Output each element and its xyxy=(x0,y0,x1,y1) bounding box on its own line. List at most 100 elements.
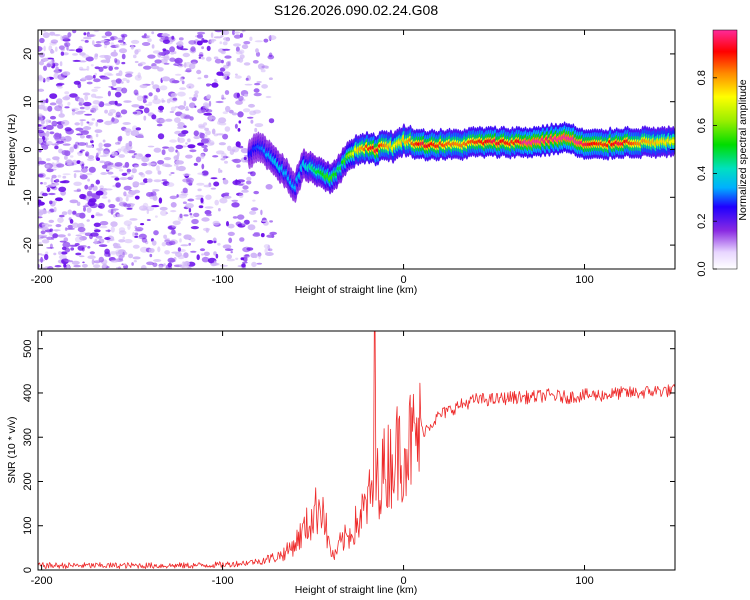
spectrogram-noise-blob xyxy=(88,186,92,191)
spectrogram-noise-blob xyxy=(169,259,176,263)
spectrogram-noise-blob xyxy=(95,179,101,185)
spectrogram-noise-blob xyxy=(246,247,254,251)
colorbar-frame xyxy=(712,29,738,270)
spectrogram-noise-blob xyxy=(80,120,84,127)
spectrogram-noise-blob xyxy=(236,164,241,168)
spectrogram-noise-blob xyxy=(196,33,204,39)
spectrogram-noise-blob xyxy=(244,93,248,97)
spectrogram-noise-blob xyxy=(38,157,42,162)
spectrogram-noise-blob xyxy=(242,261,248,264)
spectrogram-noise-blob xyxy=(73,264,81,268)
spectrogram-noise-blob xyxy=(103,40,110,46)
spectrogram-noise-blob xyxy=(200,197,204,204)
spectrogram-noise-blob xyxy=(108,204,116,209)
spectrogram-noise-blob xyxy=(39,209,46,215)
spectrogram-noise-blob xyxy=(253,88,260,93)
spectrogram-noise-blob xyxy=(201,46,205,50)
spectrogram-noise-blob xyxy=(119,48,127,54)
spectrogram-xtick-label: 100 xyxy=(575,274,593,286)
spectrogram-noise-blob xyxy=(197,31,206,35)
spectrogram-noise-blob xyxy=(180,244,189,247)
spectrogram-noise-blob xyxy=(69,146,74,153)
spectrogram-noise-blob xyxy=(49,31,56,36)
spectrogram-noise-blob xyxy=(81,163,85,166)
spectrogram-noise-blob xyxy=(224,90,230,95)
spectrogram-noise-blob xyxy=(214,199,219,206)
spectrogram-noise-blob xyxy=(168,173,172,176)
spectrogram-noise-blob xyxy=(189,49,197,53)
spectrogram-noise-blob xyxy=(234,75,242,79)
spectrogram-noise-blob xyxy=(45,164,50,168)
spectrogram-noise-blob xyxy=(252,60,259,64)
spectrogram-noise-blob xyxy=(109,35,118,40)
spectrogram-noise-blob xyxy=(220,158,226,161)
spectrogram-noise-blob xyxy=(268,248,273,252)
spectrogram-noise-blob xyxy=(91,88,98,92)
spectrogram-noise-blob xyxy=(134,225,137,229)
spectrogram-noise-blob xyxy=(102,188,108,191)
spectrogram-noise-blob xyxy=(199,132,203,135)
spectrogram-noise-blob xyxy=(91,258,95,265)
spectrogram-noise-blob xyxy=(169,240,176,245)
spectrogram-noise-blob xyxy=(86,65,90,71)
spectrogram-noise-blob xyxy=(40,119,45,125)
spectrogram-noise-blob xyxy=(209,142,215,146)
spectrogram-noise-blob xyxy=(87,158,95,162)
spectrogram-noise-blob xyxy=(60,136,68,139)
spectrogram-noise-blob xyxy=(38,216,43,219)
spectrogram-noise-blob xyxy=(128,253,134,259)
spectrogram-noise-blob xyxy=(110,226,115,233)
spectrogram-noise-blob xyxy=(170,106,176,112)
spectrogram-noise-blob xyxy=(83,36,92,40)
spectrogram-noise-blob xyxy=(90,140,94,144)
spectrogram-noise-blob xyxy=(133,54,137,59)
spectrogram-noise-blob xyxy=(222,48,231,51)
spectrogram-noise-blob xyxy=(242,108,251,113)
spectrogram-noise-blob xyxy=(110,86,114,89)
spectrogram-noise-blob xyxy=(169,111,175,113)
spectrogram-noise-blob xyxy=(235,257,239,260)
spectrogram-noise-blob xyxy=(217,120,221,125)
spectrogram-xtick-label: -100 xyxy=(212,274,234,286)
spectrogram-noise-blob xyxy=(251,261,257,268)
spectrogram-noise-blob xyxy=(246,116,254,119)
spectrogram-noise-blob xyxy=(77,226,86,233)
spectrogram-noise-blob xyxy=(241,44,249,50)
spectrogram-noise-blob xyxy=(110,259,119,263)
spectrogram-noise-blob xyxy=(193,212,200,218)
spectrogram-noise-blob xyxy=(235,141,241,148)
spectrogram-noise-blob xyxy=(169,239,178,245)
spectrogram-noise-blob xyxy=(238,95,244,102)
colorbar-ticks: 0.0 0.2 0.4 0.6 0.8 xyxy=(696,70,717,277)
spectrogram-noise-blob xyxy=(124,73,133,78)
spectrogram-noise-blob xyxy=(221,97,227,100)
spectrogram-noise-blob xyxy=(58,254,67,260)
spectrogram-noise-blob xyxy=(246,180,252,185)
spectrogram-noise-blob xyxy=(206,83,211,87)
spectrogram-noise-blob xyxy=(60,51,65,56)
spectrogram-noise-blob xyxy=(169,46,176,53)
spectrogram-noise-blob xyxy=(79,52,86,56)
spectrogram-noise-blob xyxy=(212,116,216,120)
spectrogram-noise-blob xyxy=(114,66,119,70)
spectrogram-noise-blob xyxy=(224,55,232,59)
spectrogram-noise-blob xyxy=(100,172,108,175)
spectrogram-noise-blob xyxy=(45,130,50,137)
spectrogram-noise-blob xyxy=(64,127,72,132)
spectrogram-noise-blob xyxy=(39,37,45,44)
spectrogram-noise-blob xyxy=(38,205,41,208)
spectrogram-noise-blob xyxy=(156,123,163,127)
spectrogram-noise-blob xyxy=(87,255,96,260)
spectrogram-noise-blob xyxy=(210,32,214,38)
spectrogram-noise-blob xyxy=(143,107,150,114)
spectrogram-noise-blob xyxy=(152,262,158,268)
spectrogram-noise-blob xyxy=(206,213,212,217)
spectrogram-noise-blob xyxy=(146,261,154,266)
spectrogram-noise-blob xyxy=(101,77,110,80)
spectrogram-noise-blob xyxy=(79,134,85,139)
spectrogram-noise-blob xyxy=(104,251,111,257)
spectrogram-noise-blob xyxy=(120,81,124,84)
spectrogram-noise-blob xyxy=(41,227,49,231)
spectrogram-noise-blob xyxy=(102,150,110,157)
spectrogram-noise-blob xyxy=(185,142,188,145)
